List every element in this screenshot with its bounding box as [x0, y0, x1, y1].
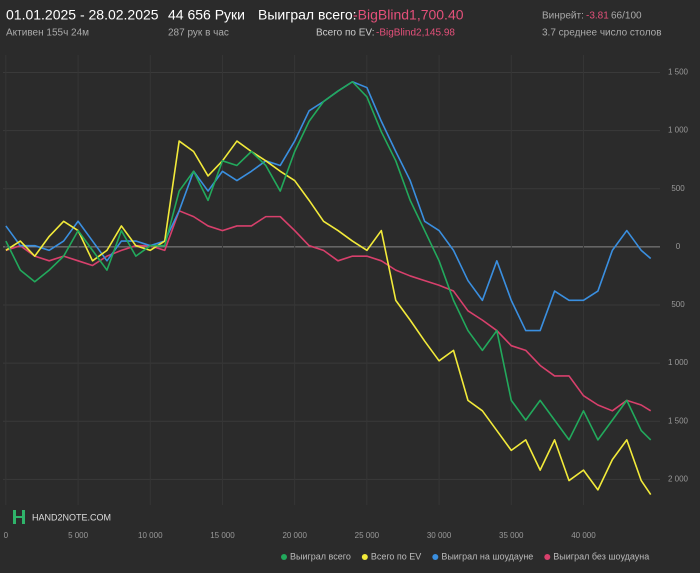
series-line — [5, 80, 652, 332]
x-tick-label: 10 000 — [138, 531, 163, 540]
series-line — [5, 140, 652, 495]
logo-icon — [16, 516, 22, 518]
won-value: -BigBlind1,700.40 — [353, 7, 464, 23]
legend-marker — [361, 554, 368, 560]
ev-label: Всего по EV: — [316, 28, 375, 39]
winrate-value: -3.81 — [586, 11, 609, 22]
hands: 44 656 Руки — [168, 7, 245, 23]
series-line — [5, 80, 652, 441]
x-tick-label: 35 000 — [499, 531, 524, 540]
active-time: Активен 155ч 24м — [6, 28, 89, 39]
x-tick-label: 25 000 — [355, 531, 380, 540]
y-tick-label: 500 — [671, 184, 685, 193]
y-tick-label: 2 000 — [668, 475, 689, 484]
winrate-label: Винрейт: — [542, 11, 584, 22]
winrate-count: 66/100 — [611, 11, 642, 22]
logo-icon — [22, 510, 25, 524]
y-tick-label: 1 000 — [668, 126, 689, 135]
x-tick-label: 0 — [4, 531, 9, 540]
series-line — [5, 210, 652, 412]
y-tick-label: 1 500 — [668, 68, 689, 77]
logo: HAND2NOTE.COM — [13, 510, 111, 524]
x-tick-label: 15 000 — [210, 531, 235, 540]
legend-marker — [432, 554, 439, 560]
logo-icon — [13, 510, 16, 524]
legend-label: Всего по EV — [371, 551, 421, 561]
period: 01.01.2025 - 28.02.2025 — [6, 7, 159, 23]
x-tick-label: 30 000 — [427, 531, 452, 540]
legend-label: Выиграл всего — [290, 551, 351, 561]
y-tick-label: 500 — [671, 300, 685, 309]
x-tick-label: 20 000 — [282, 531, 307, 540]
y-tick-label: 0 — [676, 242, 681, 251]
x-tick-label: 40 000 — [571, 531, 596, 540]
legend-label: Выиграл на шоудауне — [441, 551, 533, 561]
y-tick-label: 1 500 — [668, 416, 689, 425]
x-tick-label: 5 000 — [68, 531, 89, 540]
y-tick-label: 1 000 — [668, 358, 689, 367]
hands-rate: 287 рук в час — [168, 28, 229, 39]
grid — [3, 55, 660, 505]
tables: 3.7 среднее число столов — [542, 28, 662, 39]
logo-text: HAND2NOTE.COM — [32, 512, 111, 522]
ev-value: -BigBlind2,145.98 — [376, 28, 455, 39]
legend-label: Выиграл без шоудауна — [553, 551, 649, 561]
legend-marker — [544, 554, 551, 560]
legend-marker — [281, 554, 287, 560]
won-label: Выиграл всего: — [258, 7, 357, 23]
